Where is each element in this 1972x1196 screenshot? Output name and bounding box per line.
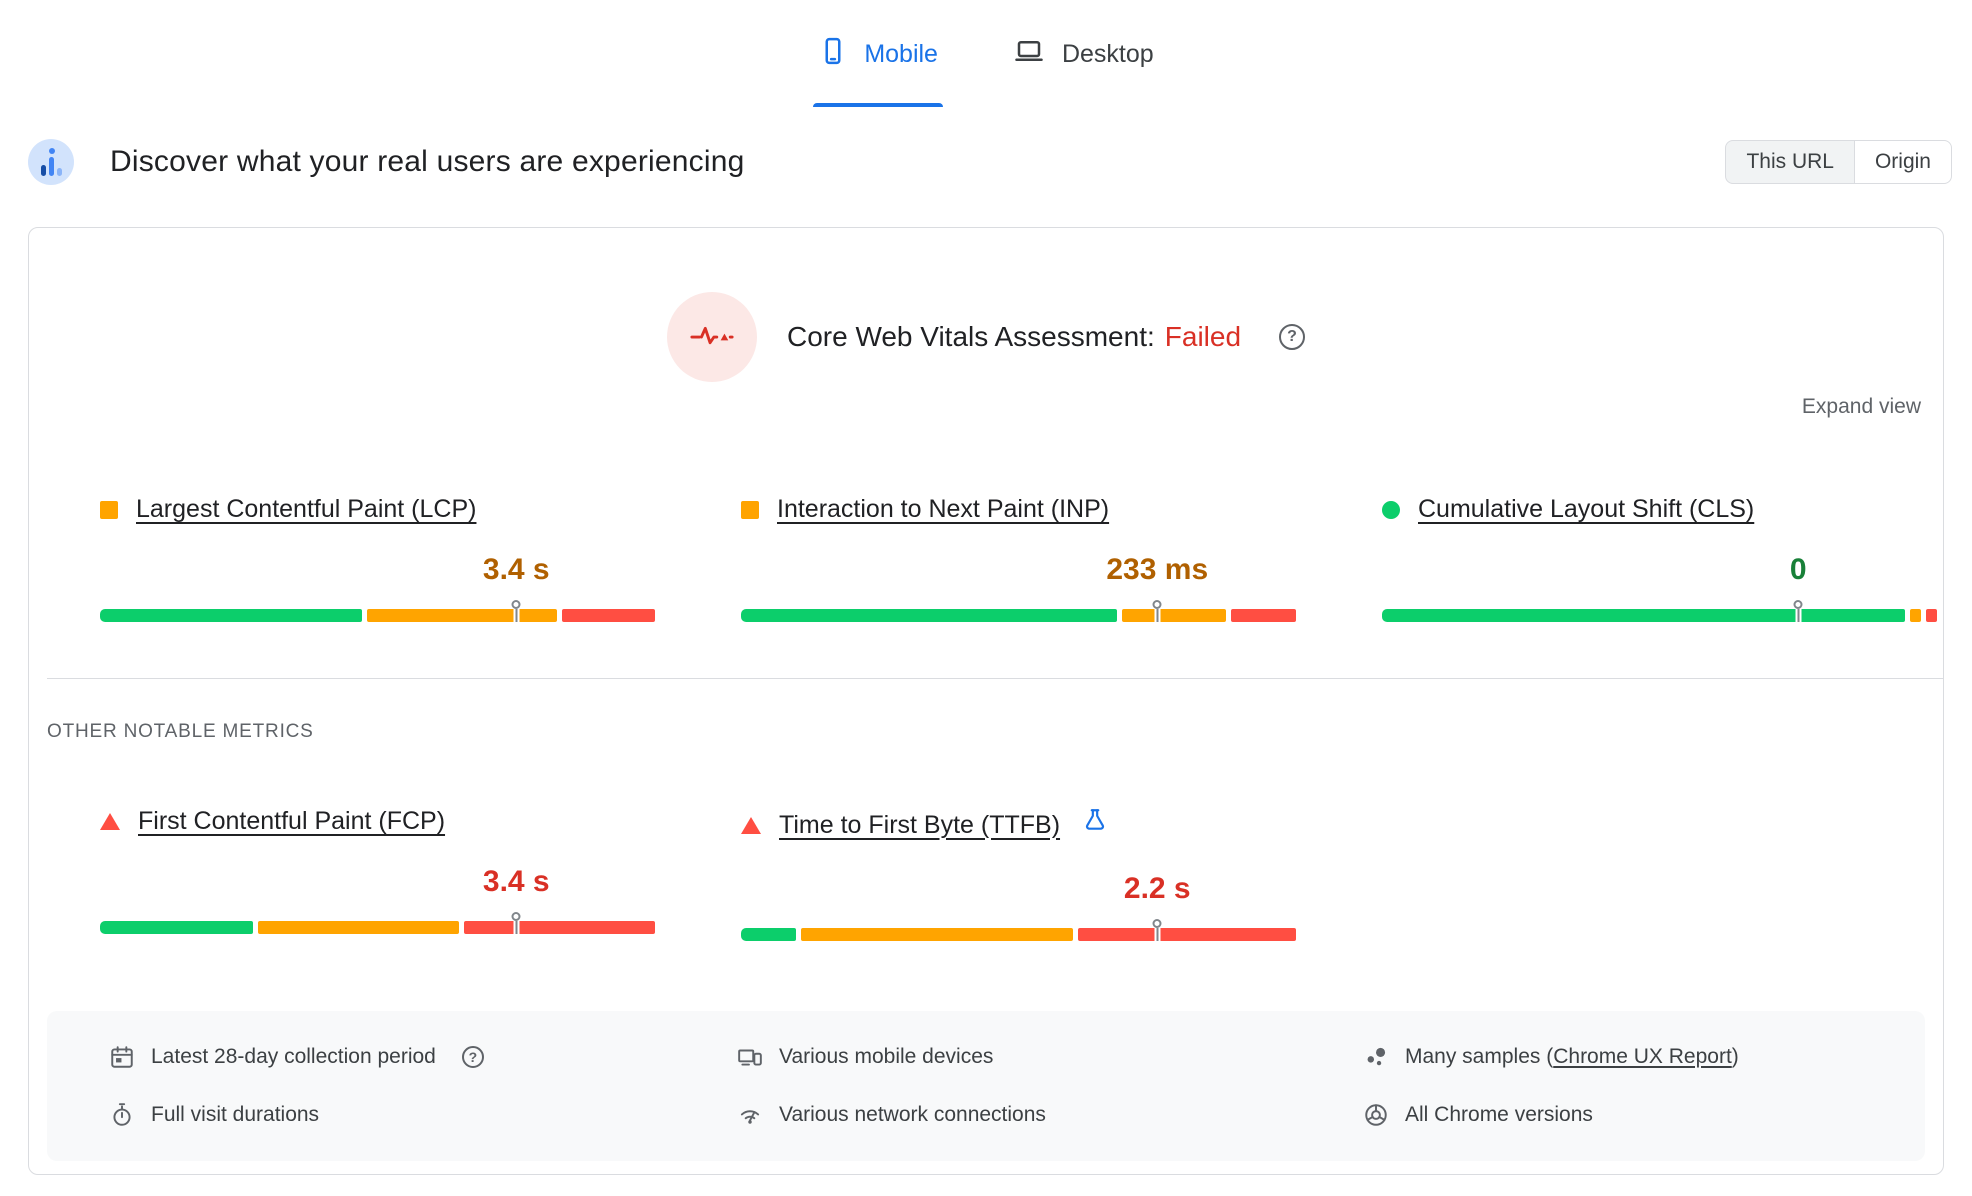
assessment-row: Core Web Vitals Assessment: Failed ? (29, 292, 1943, 382)
distribution-bar (1382, 600, 1938, 622)
p75-marker (511, 600, 521, 622)
p75-marker (1793, 600, 1803, 622)
status-circle-icon (1382, 500, 1400, 519)
metric-cls: Cumulative Layout Shift (CLS) 0 (1382, 495, 1938, 622)
samples-label: Many samples (Chrome UX Report) (1405, 1045, 1739, 1068)
metric-ttfb: Time to First Byte (TTFB) 2.2 s (741, 807, 1296, 941)
connections-label: Various network connections (779, 1103, 1046, 1126)
crux-footer: Latest 28-day collection period ? Variou… (47, 1011, 1925, 1161)
devices-icon (737, 1044, 763, 1070)
core-metrics-grid: Largest Contentful Paint (LCP) 3.4 s Int… (29, 495, 1943, 622)
metric-cls-value: 0 (1789, 553, 1807, 586)
bar-poor (1230, 609, 1296, 622)
distribution-bar (100, 600, 655, 622)
bar-ni (257, 921, 460, 934)
devices-label: Various mobile devices (779, 1045, 994, 1068)
metric-inp: Interaction to Next Paint (INP) 233 ms (741, 495, 1296, 622)
chrome-ux-report-link[interactable]: Chrome UX Report (1553, 1045, 1732, 1068)
metric-lcp-value: 3.4 s (482, 553, 550, 586)
crux-logo-icon (28, 139, 74, 185)
status-square-icon (100, 500, 118, 519)
expand-view-link[interactable]: Expand view (1801, 395, 1921, 418)
metric-fcp-link[interactable]: First Contentful Paint (FCP) (138, 807, 446, 835)
metric-ttfb-value: 2.2 s (1123, 872, 1191, 905)
metric-fcp-value: 3.4 s (482, 865, 550, 898)
section-divider (47, 678, 1943, 679)
device-tabbar: Mobile Desktop (0, 0, 1972, 107)
bar-poor (464, 921, 655, 934)
collection-period-item: Latest 28-day collection period ? (109, 1043, 737, 1071)
metric-ttfb-link[interactable]: Time to First Byte (TTFB) (779, 810, 1061, 839)
bar-poor (562, 609, 655, 622)
bar-ni (1122, 609, 1226, 622)
distribution-bar (741, 600, 1296, 622)
laptop-icon (1012, 36, 1046, 73)
status-triangle-icon (100, 813, 120, 830)
metric-lcp-link[interactable]: Largest Contentful Paint (LCP) (136, 495, 477, 523)
bar-good (741, 928, 796, 941)
samples-bubble-icon (1363, 1044, 1389, 1070)
assessment-status: Failed (1164, 321, 1242, 352)
chrome-versions-label: All Chrome versions (1405, 1103, 1593, 1126)
other-metrics-heading: OTHER NOTABLE METRICS (47, 721, 314, 742)
experiment-flask-icon[interactable] (1082, 807, 1108, 843)
bar-ni (800, 928, 1073, 941)
distribution-bar (100, 912, 655, 934)
bar-poor (1926, 609, 1938, 622)
status-square-icon (741, 500, 759, 519)
bar-good (100, 921, 253, 934)
visit-durations-label: Full visit durations (151, 1103, 320, 1126)
heartbeat-icon (666, 292, 757, 382)
samples-item: Many samples (Chrome UX Report) (1363, 1043, 1905, 1071)
assessment-label: Core Web Vitals Assessment: (786, 321, 1155, 352)
metric-lcp: Largest Contentful Paint (LCP) 3.4 s (100, 495, 655, 622)
bar-ni (1910, 609, 1922, 622)
calendar-icon (109, 1044, 135, 1070)
status-triangle-icon (741, 816, 761, 834)
scope-origin-button[interactable]: Origin (1853, 140, 1952, 184)
core-web-vitals-card: Core Web Vitals Assessment: Failed ? Exp… (28, 227, 1944, 1175)
collection-period-label: Latest 28-day collection period (151, 1045, 436, 1068)
metric-fcp: First Contentful Paint (FCP) 3.4 s (100, 807, 655, 941)
metric-inp-link[interactable]: Interaction to Next Paint (INP) (777, 495, 1110, 523)
tab-desktop-label: Desktop (1061, 40, 1154, 68)
p75-marker (1152, 919, 1162, 941)
page-title: Discover what your real users are experi… (110, 145, 745, 178)
metric-inp-value: 233 ms (1106, 553, 1209, 586)
bar-good (741, 609, 1118, 622)
devices-item: Various mobile devices (737, 1043, 1363, 1071)
bar-ni (366, 609, 558, 622)
p75-marker (511, 912, 521, 934)
other-metrics-grid: First Contentful Paint (FCP) 3.4 s Time … (29, 807, 1943, 941)
connections-item: Various network connections (737, 1101, 1363, 1129)
tab-mobile-label: Mobile (864, 40, 938, 68)
bar-poor (1078, 928, 1296, 941)
distribution-bar (741, 919, 1296, 941)
tab-desktop[interactable]: Desktop (1010, 30, 1156, 107)
stopwatch-icon (109, 1102, 135, 1128)
p75-marker (1152, 600, 1162, 622)
smartphone-icon (818, 36, 848, 73)
scope-this-url-button[interactable]: This URL (1725, 140, 1855, 184)
metric-cls-link[interactable]: Cumulative Layout Shift (CLS) (1418, 495, 1755, 523)
scope-toggle: This URL Origin (1725, 140, 1952, 184)
active-tab-underline (813, 103, 943, 107)
chrome-icon (1363, 1102, 1389, 1128)
visit-durations-item: Full visit durations (109, 1101, 737, 1129)
chrome-versions-item: All Chrome versions (1363, 1101, 1905, 1129)
bar-good (1382, 609, 1906, 622)
field-data-header: Discover what your real users are experi… (0, 139, 1972, 185)
collection-period-help-icon[interactable]: ? (461, 1046, 484, 1068)
bar-good (100, 609, 362, 622)
network-icon (737, 1102, 763, 1128)
assessment-help-icon[interactable]: ? (1279, 324, 1306, 350)
tab-mobile[interactable]: Mobile (813, 30, 943, 107)
